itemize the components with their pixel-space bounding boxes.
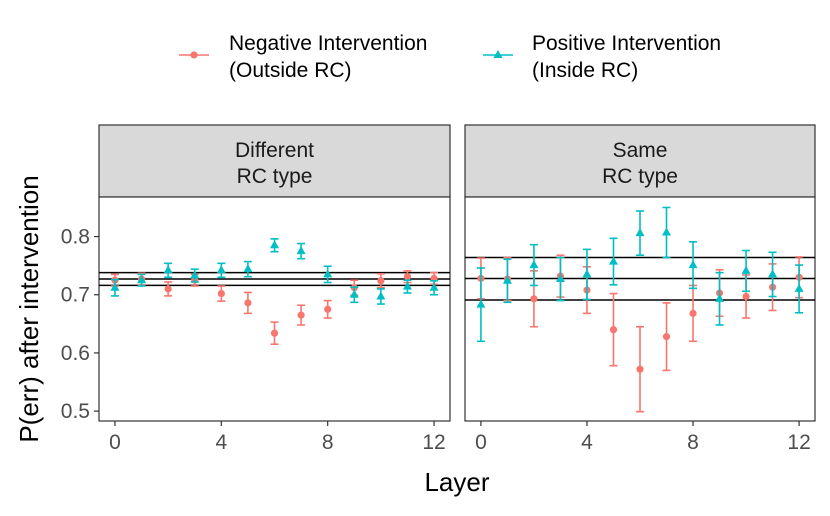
y-tick-label-0.5: 0.5 [61,400,90,423]
point-neg-11 [403,273,412,281]
point-neg-5 [244,299,252,307]
x-tick-label-0-0: 0 [109,431,121,454]
point-pos-6 [270,240,279,249]
legend-positive-marker [493,50,503,58]
point-neg-10 [742,292,750,301]
point-pos-12 [794,283,804,292]
y-tick-label-0.7: 0.7 [61,284,90,307]
plot-area [98,196,451,422]
point-pos-1 [502,275,512,284]
strip-label-line2: RC type [237,165,313,188]
point-neg-2 [164,285,172,293]
point-neg-7 [297,311,305,319]
point-pos-3 [190,270,200,279]
y-tick-label-0.6: 0.6 [61,342,90,365]
point-pos-4 [216,265,226,274]
legend-positive-label-line2: (Inside RC) [532,59,638,82]
point-neg-4 [217,289,225,298]
point-pos-10 [741,265,751,274]
strip-background [98,124,451,198]
point-neg-6 [636,365,644,373]
point-pos-9 [715,293,725,302]
strip-label-line2: RC type [602,165,678,188]
point-pos-11 [402,281,412,290]
panel-different-rc-type: Different RC type [98,124,451,422]
legend-entry-positive: Positive Intervention (Inside RC) [483,32,721,82]
strip-label-line1: Same [613,139,668,162]
point-pos-2 [163,265,173,274]
point-pos-8 [688,260,698,269]
point-pos-6 [635,228,645,237]
x-tick-label-0-12: 12 [422,431,445,454]
point-pos-7 [662,227,672,236]
panel-same-rc-type: Same RC type [464,124,816,422]
point-neg-5 [609,326,618,334]
point-pos-9 [349,289,359,298]
y-axis: 0.5 0.6 0.7 0.8 [61,226,99,423]
point-neg-2 [530,295,538,303]
point-pos-5 [243,264,253,273]
legend-negative-label-line1: Negative Intervention [229,32,427,55]
point-pos-2 [529,260,539,269]
point-pos-0 [110,282,120,291]
series-pos [110,238,439,305]
y-axis-title: P(err) after intervention [14,175,44,442]
point-pos-0 [476,299,486,308]
point-pos-4 [582,269,592,278]
x-tick-label-1-4: 4 [581,431,593,454]
point-neg-6 [270,329,279,337]
point-pos-11 [768,269,778,278]
legend-negative-marker [190,51,198,59]
legend-entry-negative: Negative Intervention (Outside RC) [179,32,427,82]
x-tick-label-1-8: 8 [687,431,699,454]
x-tick-label-1-0: 0 [475,431,487,454]
x-axis: 0 4 8 12 0 4 8 12 [109,421,811,454]
point-neg-8 [689,309,697,317]
point-pos-12 [429,282,439,291]
point-pos-3 [555,274,565,283]
point-pos-8 [323,269,333,278]
strip-background [464,124,816,198]
point-pos-5 [608,256,618,265]
point-neg-8 [324,305,332,313]
point-neg-7 [662,333,671,341]
legend: Negative Intervention (Outside RC) Posit… [179,32,721,82]
point-pos-1 [137,275,147,284]
point-pos-7 [296,246,306,255]
legend-positive-label-line1: Positive Intervention [532,32,721,55]
legend-negative-label-line2: (Outside RC) [229,59,352,82]
panel-marks [465,206,815,413]
panel-marks [99,238,450,346]
y-tick-label-0.8: 0.8 [61,226,90,249]
point-neg-10 [377,277,385,285]
x-tick-label-0-8: 8 [322,431,334,454]
x-tick-label-1-12: 12 [787,431,810,454]
point-pos-10 [376,291,386,300]
x-axis-title: Layer [424,467,489,497]
strip-label-line1: Different [235,139,314,162]
series-pos [476,206,804,343]
x-tick-label-0-4: 4 [215,431,227,454]
